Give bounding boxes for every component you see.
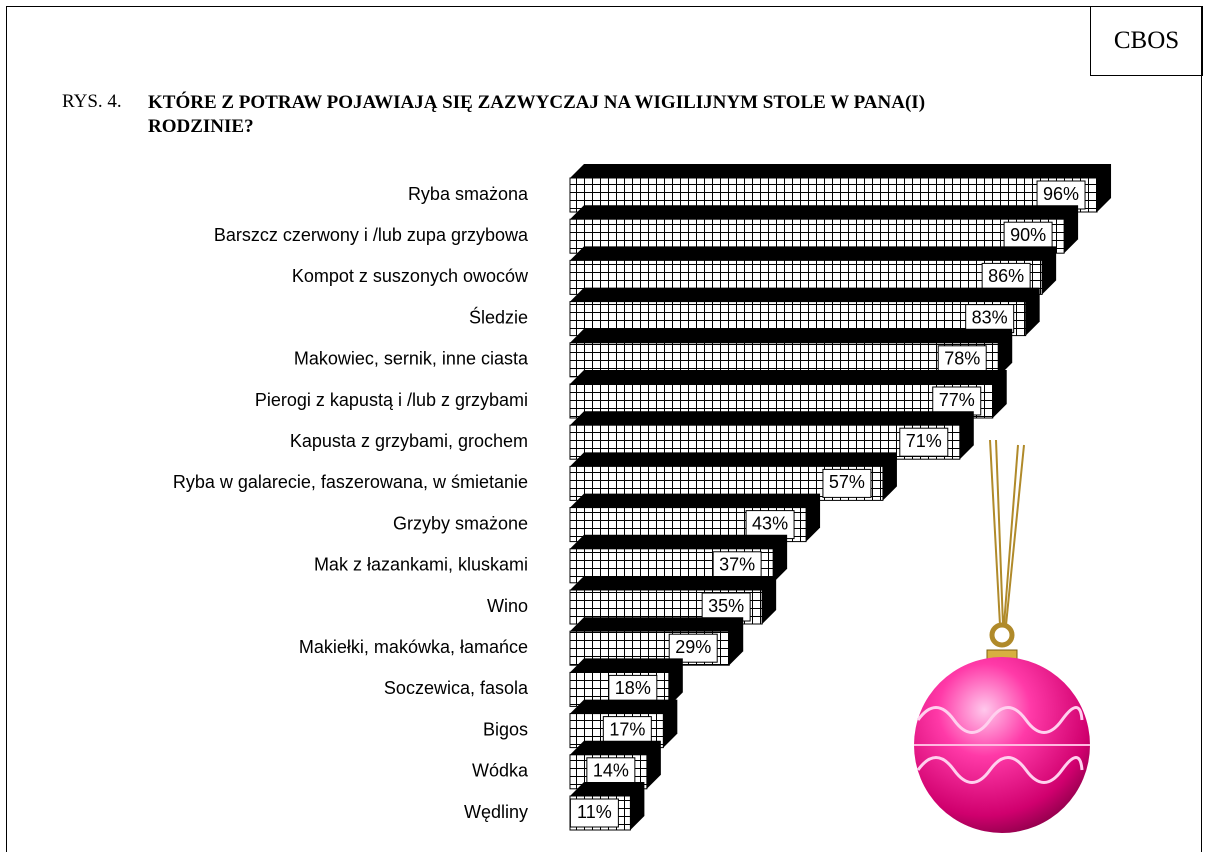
category-label: Kapusta z grzybami, grochem (290, 431, 528, 451)
value-label: 83% (972, 307, 1008, 327)
category-label: Mak z łazankami, kluskami (314, 555, 528, 575)
category-label: Śledzie (469, 306, 528, 327)
ornament (914, 440, 1090, 833)
chart: 96% Ryba smażona 90% Barszcz czerwony i /lu… (0, 0, 1209, 846)
category-label: Makowiec, sernik, inne ciasta (294, 349, 529, 369)
category-label: Bigos (483, 719, 528, 739)
value-label: 17% (609, 719, 645, 739)
category-label: Wino (487, 596, 528, 616)
category-label: Pierogi z kapustą i /lub z grzybami (255, 390, 528, 410)
value-label: 78% (944, 349, 980, 369)
value-label: 86% (988, 266, 1024, 286)
value-label: 29% (675, 637, 711, 657)
category-label: Wódka (472, 761, 529, 781)
value-label: 90% (1010, 225, 1046, 245)
value-label: 71% (906, 431, 942, 451)
category-label: Kompot z suszonych owoców (292, 266, 529, 286)
page: CBOS RYS. 4. KTÓRE Z POTRAW POJAWIAJĄ SI… (0, 0, 1209, 846)
value-label: 35% (708, 596, 744, 616)
category-label: Wędliny (464, 802, 528, 822)
value-label: 37% (719, 555, 755, 575)
category-label: Ryba smażona (408, 184, 529, 204)
category-label: Grzyby smażone (393, 513, 528, 533)
value-label: 57% (829, 472, 865, 492)
category-label: Barszcz czerwony i /lub zupa grzybowa (214, 225, 529, 245)
category-label: Makiełki, makówka, łamańce (299, 637, 528, 657)
value-label: 18% (615, 678, 651, 698)
value-label: 11% (577, 802, 612, 822)
value-label: 77% (939, 390, 975, 410)
value-label: 43% (752, 513, 788, 533)
value-label: 96% (1043, 184, 1079, 204)
value-label: 14% (593, 761, 629, 781)
category-label: Ryba w galarecie, faszerowana, w śmietan… (173, 472, 528, 492)
category-label: Soczewica, fasola (384, 678, 529, 698)
